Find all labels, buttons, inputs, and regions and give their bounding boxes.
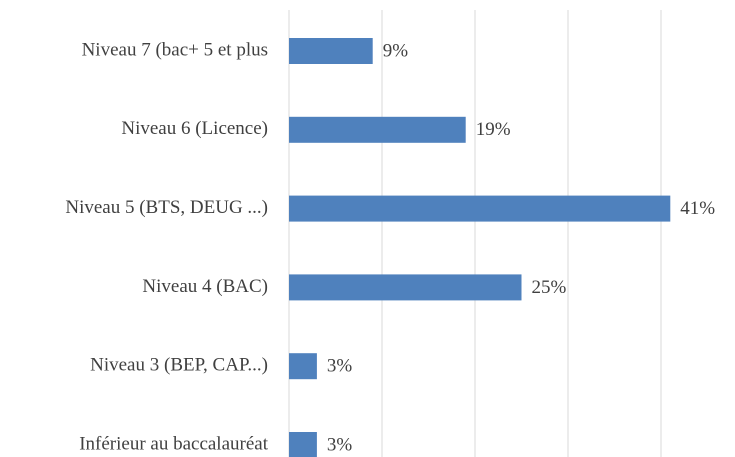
- data-label: 3%: [327, 356, 353, 377]
- data-label: 9%: [383, 40, 409, 61]
- data-label: 19%: [476, 119, 511, 140]
- y-tick-label: Niveau 5 (BTS, DEUG ...): [65, 197, 268, 218]
- y-tick-label: Niveau 7 (bac+ 5 et plus: [82, 39, 268, 60]
- bar: [289, 274, 522, 301]
- y-tick-label: Inférieur au baccalauréat: [79, 433, 269, 454]
- y-tick-label: Niveau 4 (BAC): [142, 276, 268, 297]
- y-tick-label: Niveau 3 (BEP, CAP...): [90, 355, 268, 376]
- bar: [289, 38, 373, 64]
- bar: [289, 195, 671, 222]
- data-label: 3%: [327, 434, 353, 455]
- data-label: 41%: [680, 198, 715, 219]
- bar: [289, 432, 317, 457]
- bar: [289, 353, 317, 380]
- y-tick-label: Niveau 6 (Licence): [121, 118, 268, 139]
- data-label: 25%: [532, 277, 567, 298]
- bar: [289, 116, 466, 143]
